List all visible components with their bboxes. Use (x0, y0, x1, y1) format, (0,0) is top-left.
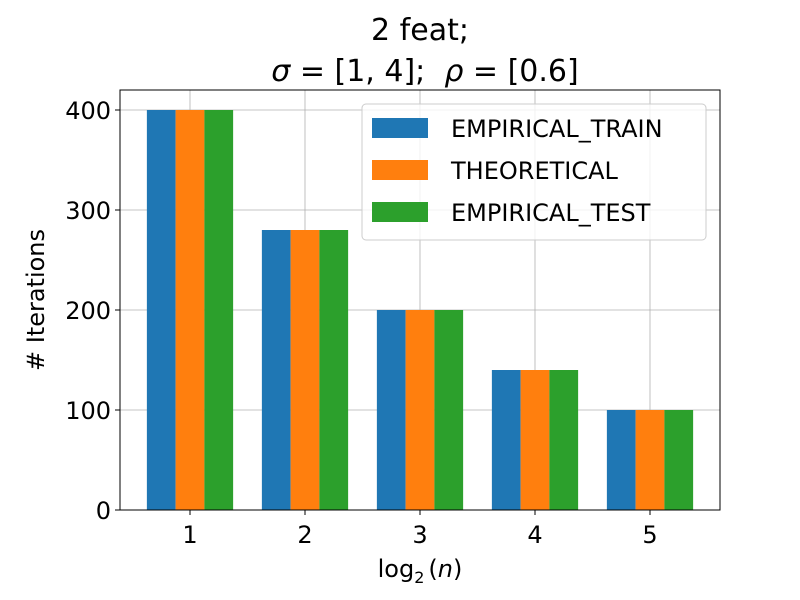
bar-empirical-test (664, 410, 694, 510)
y-tick-label: 400 (65, 97, 111, 125)
legend-swatch (372, 202, 428, 222)
legend-swatch (372, 160, 428, 180)
sigma-value: = [1, 4]; (290, 54, 444, 89)
rho-symbol: ρ (444, 54, 463, 89)
bar-theoretical (175, 110, 205, 510)
x-tick-label: 5 (642, 521, 657, 549)
x-label-subscript: 2 (414, 568, 424, 587)
y-axis-ticks: 0 100 200 300 400 (65, 97, 120, 525)
sigma-symbol: σ (271, 54, 291, 89)
bar-empirical-test (434, 310, 464, 510)
x-label-open-paren: ( (428, 555, 437, 583)
bar-theoretical (405, 310, 435, 510)
y-tick-label: 200 (65, 297, 111, 325)
legend: EMPIRICAL_TRAIN THEORETICAL EMPIRICAL_TEST (361, 103, 707, 241)
x-tick-label: 1 (182, 521, 197, 549)
bar-empirical-train (146, 110, 176, 510)
legend-swatch (372, 118, 428, 138)
y-tick-label: 100 (65, 397, 111, 425)
y-tick-label: 300 (65, 197, 111, 225)
x-axis-label: log2 (n) (378, 555, 463, 587)
legend-label: THEORETICAL (450, 157, 619, 185)
x-label-variable: n (438, 555, 453, 583)
x-tick-label: 3 (412, 521, 427, 549)
bar-empirical-train (261, 230, 291, 510)
x-label-log: log (378, 555, 415, 583)
legend-label: EMPIRICAL_TEST (451, 199, 651, 227)
x-axis-ticks: 1 2 3 4 5 (182, 510, 658, 549)
rho-value: = [0.6] (463, 54, 578, 89)
bar-theoretical (290, 230, 320, 510)
bar-empirical-test (549, 370, 579, 510)
y-axis-label: # Iterations (22, 229, 50, 371)
bar-empirical-test (319, 230, 349, 510)
bar-theoretical (520, 370, 550, 510)
x-label-close-paren: ) (453, 555, 462, 583)
chart-title-line1: 2 feat; (371, 13, 469, 48)
bar-empirical-test (204, 110, 234, 510)
bar-empirical-train (606, 410, 636, 510)
bars (146, 110, 694, 510)
x-tick-label: 2 (297, 521, 312, 549)
y-tick-label: 0 (96, 497, 111, 525)
bar-empirical-train (376, 310, 406, 510)
x-tick-label: 4 (527, 521, 542, 549)
bar-theoretical (635, 410, 665, 510)
legend-box (361, 103, 707, 241)
bar-empirical-train (491, 370, 521, 510)
legend-label: EMPIRICAL_TRAIN (451, 115, 663, 143)
chart-title-line2: σ = [1, 4]; ρ = [0.6] (271, 54, 578, 89)
